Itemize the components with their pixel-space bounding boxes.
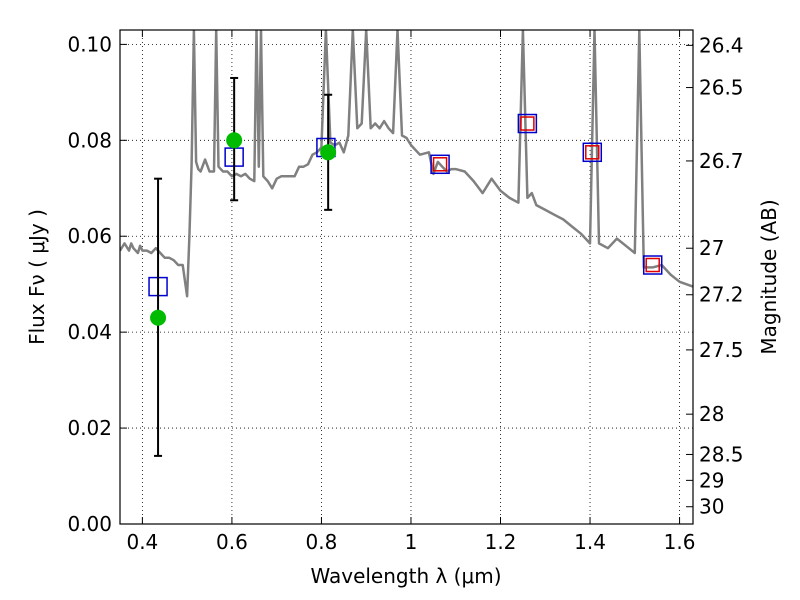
model-photometry-square <box>430 154 450 175</box>
right-tick-label: 26.7 <box>699 149 744 173</box>
markers-layer <box>148 76 663 457</box>
observed-optical-point <box>320 144 337 161</box>
observed-nir-square <box>520 116 535 131</box>
right-tick-label: 27.5 <box>699 338 744 362</box>
y-tick-label: 0.02 <box>67 416 112 440</box>
x-axis-label: Wavelength λ (μm) <box>310 564 501 588</box>
x-tick-label: 1.2 <box>485 530 517 554</box>
model-photometry-square <box>582 142 603 163</box>
y-tick-label: 0.06 <box>67 224 112 248</box>
plot-frame <box>119 29 694 525</box>
right-tick-label: 28 <box>699 402 724 426</box>
observed-nir-square <box>645 257 660 273</box>
right-tick-label: 29 <box>699 468 724 492</box>
x-tick-label: 0.8 <box>306 530 338 554</box>
right-tick-label: 30 <box>699 495 724 519</box>
right-tick-label: 27.2 <box>699 283 744 307</box>
series-layer <box>120 30 693 298</box>
y-axis-label: Flux Fν ( μJy ) <box>25 209 49 345</box>
right-axis-label: Magnitude (AB) <box>757 199 781 354</box>
x-tick-label: 1 <box>405 530 418 554</box>
observed-optical-point <box>226 132 243 149</box>
plot-background <box>120 30 693 524</box>
model-photometry-square <box>642 255 663 275</box>
x-tick-label: 0.6 <box>216 530 248 554</box>
y-tick-label: 0.08 <box>67 128 112 152</box>
y-tick-label: 0.10 <box>67 32 112 56</box>
observed-nir-square <box>585 145 600 160</box>
right-tick-label: 27 <box>699 236 724 260</box>
right-tick-label: 28.5 <box>699 442 744 466</box>
ticks: 0.4 0.6 0.8 1 1.2 1.4 1.6 0.00 0.02 0.04 0.06 0.08 0… <box>67 30 744 554</box>
observed-optical-point <box>150 309 167 326</box>
x-tick-label: 0.4 <box>126 530 158 554</box>
model-sed-line <box>120 30 693 298</box>
observed-nir-square <box>432 157 448 172</box>
y-tick-label: 0.04 <box>67 320 112 344</box>
y-tick-label: 0.00 <box>67 512 112 536</box>
x-tick-label: 1.4 <box>574 530 606 554</box>
right-tick-label: 26.4 <box>699 33 744 57</box>
right-tick-label: 26.5 <box>699 76 744 100</box>
x-tick-label: 1.6 <box>664 530 696 554</box>
model-photometry-square <box>517 113 538 134</box>
